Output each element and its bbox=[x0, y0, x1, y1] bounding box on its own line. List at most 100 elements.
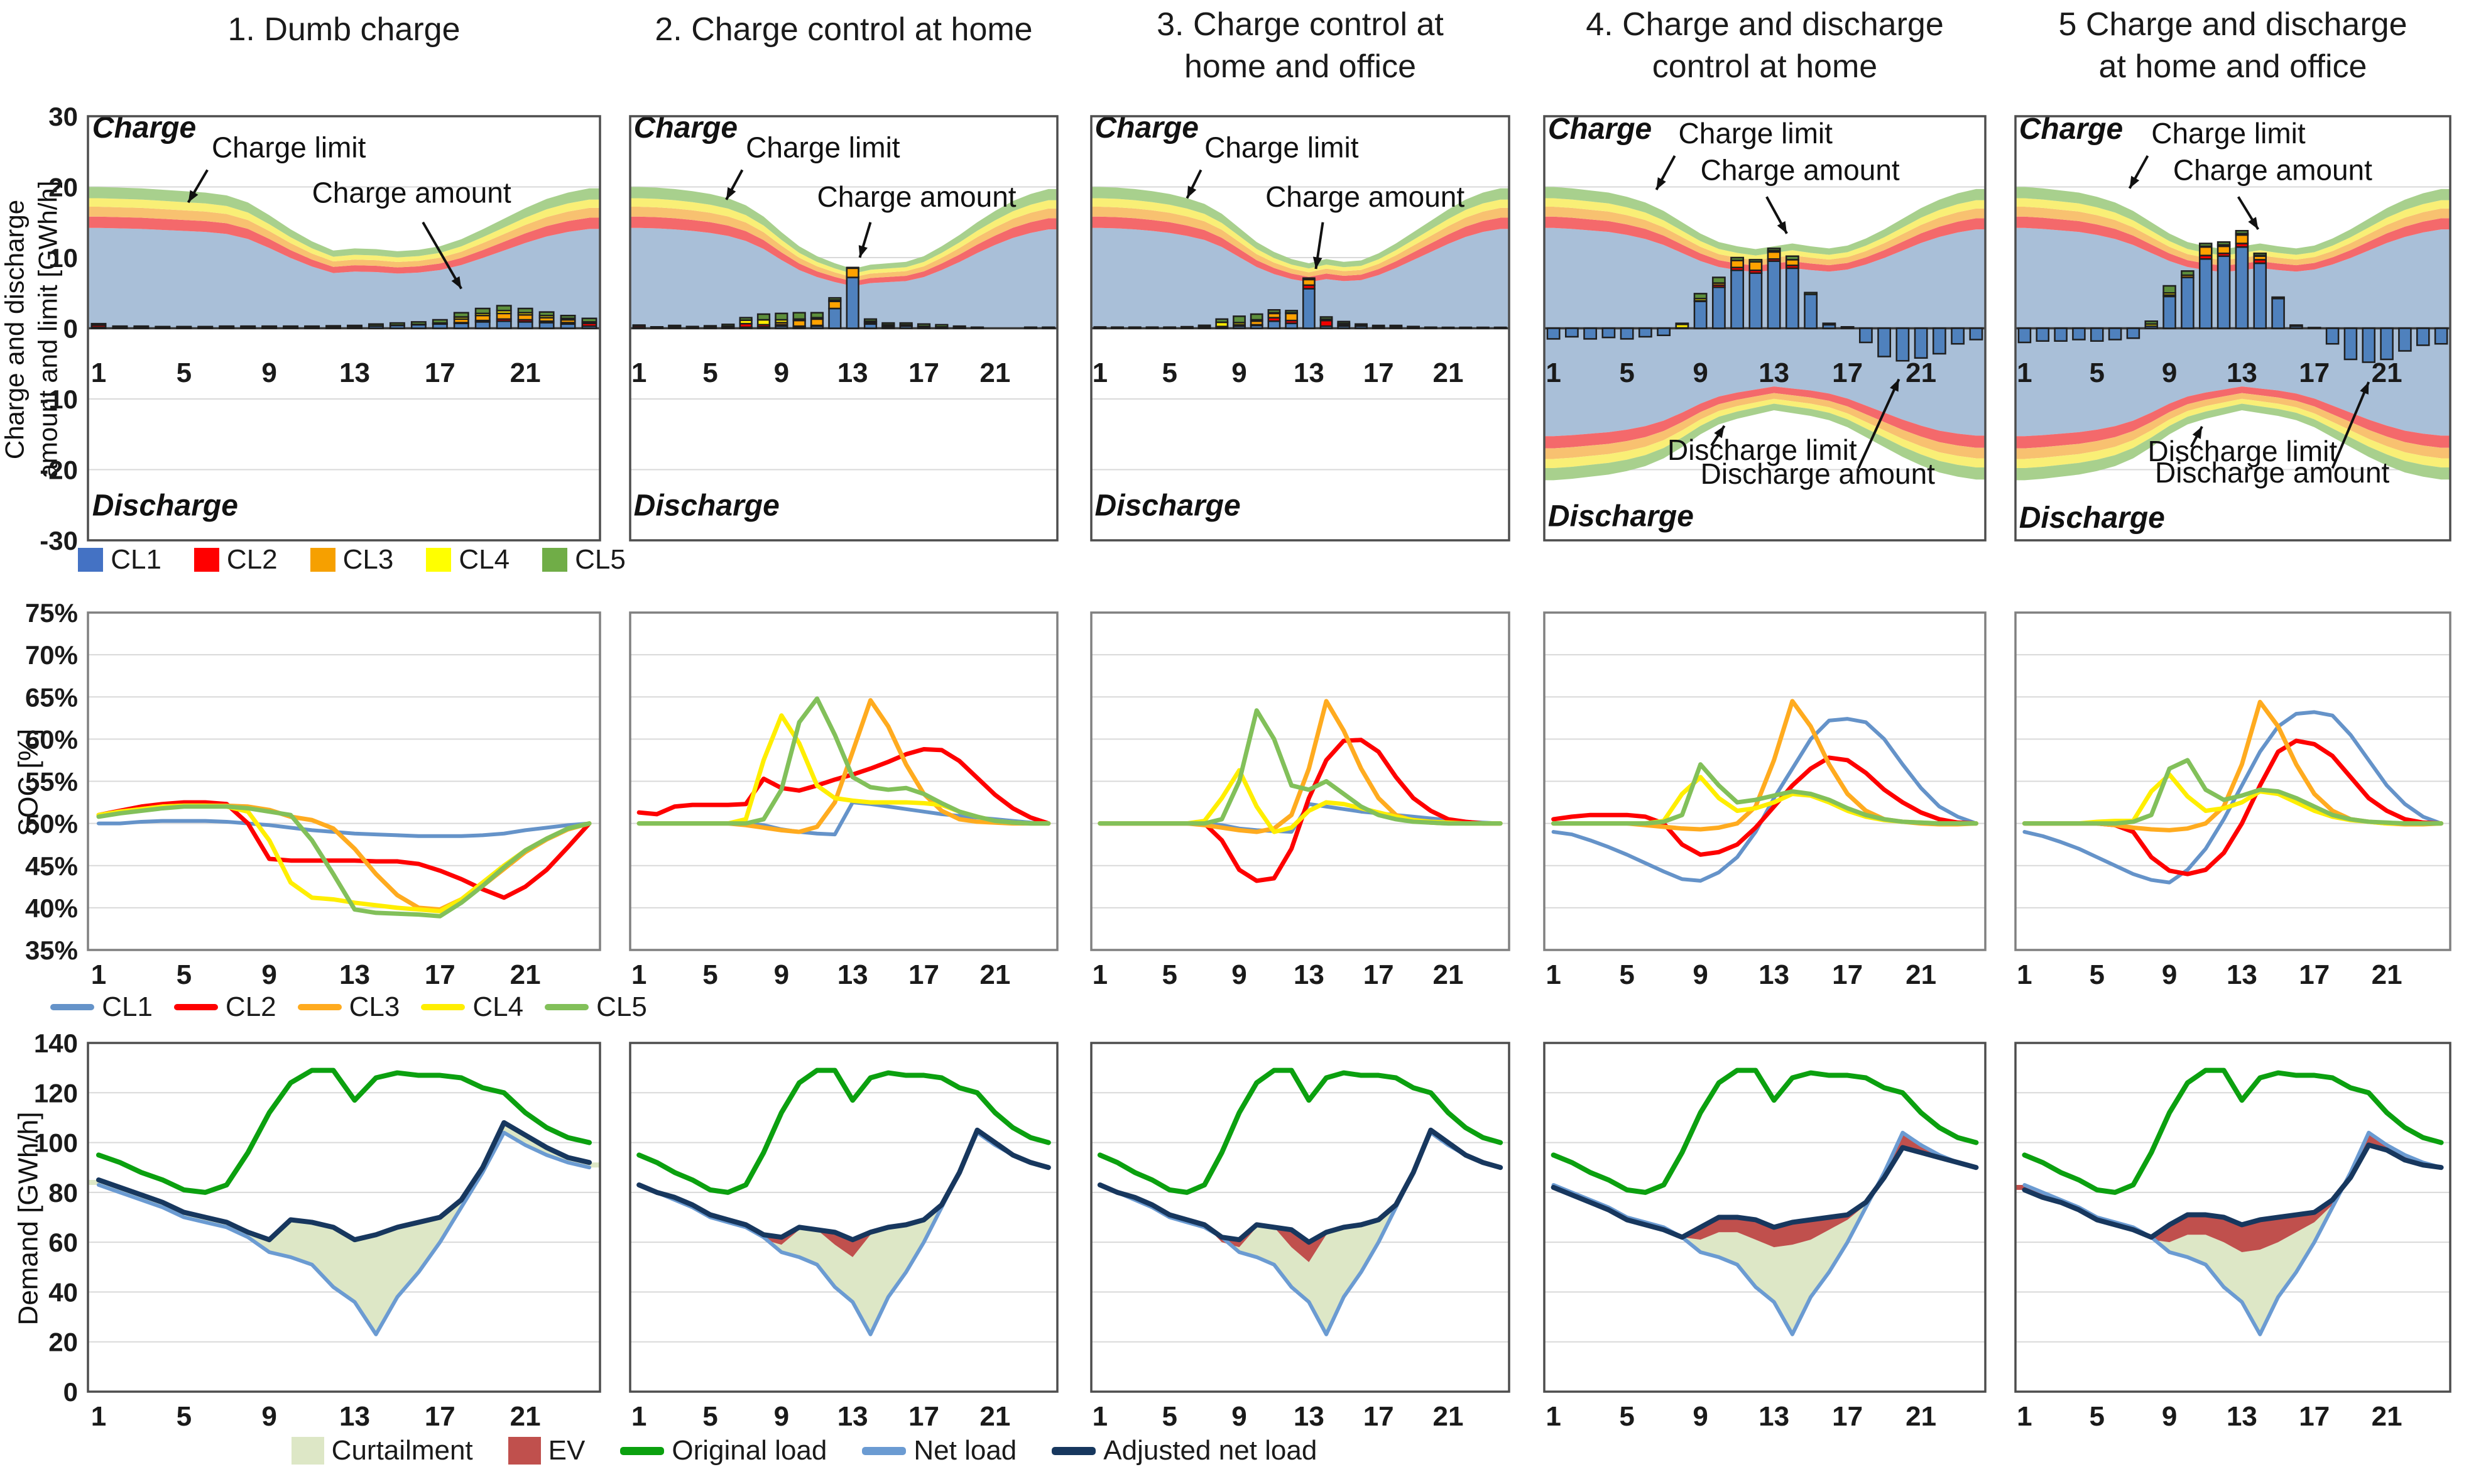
svg-text:9: 9 bbox=[1231, 959, 1246, 990]
svg-text:20: 20 bbox=[48, 173, 78, 202]
legend2-item-cl3-swatch bbox=[297, 1004, 342, 1010]
svg-text:9: 9 bbox=[1693, 1401, 1708, 1432]
y-tick-labels: 75% 70% 65% 60% 55% 50% 45% 40% 35% bbox=[25, 598, 78, 965]
legend1-item-cl2: CL2 bbox=[194, 544, 278, 576]
svg-text:21: 21 bbox=[979, 1401, 1010, 1432]
legend1-item-cl3-swatch bbox=[310, 548, 335, 572]
svg-text:55%: 55% bbox=[25, 767, 78, 797]
svg-text:0: 0 bbox=[63, 314, 78, 344]
svg-text:65%: 65% bbox=[25, 682, 78, 712]
legend3-item-net-load-label: Net load bbox=[913, 1435, 1017, 1466]
svg-text:21: 21 bbox=[2372, 1401, 2402, 1432]
legend2-item-cl2-swatch bbox=[173, 1004, 218, 1010]
svg-text:17: 17 bbox=[2299, 959, 2330, 990]
annotation-charge-limit: Charge limit bbox=[746, 131, 900, 163]
annotation-discharge: Discharge bbox=[2019, 501, 2165, 535]
legend1-item-cl2-swatch bbox=[194, 548, 219, 572]
svg-text:1: 1 bbox=[91, 357, 106, 388]
svg-text:13: 13 bbox=[2227, 357, 2257, 388]
svg-text:1: 1 bbox=[1546, 357, 1561, 388]
svg-text:17: 17 bbox=[2299, 357, 2330, 388]
svg-text:13: 13 bbox=[339, 1401, 370, 1432]
svg-text:9: 9 bbox=[261, 959, 276, 990]
svg-text:60: 60 bbox=[48, 1228, 78, 1257]
legend3-item-adjusted-net-load-label: Adjusted net load bbox=[1103, 1435, 1317, 1466]
svg-text:21: 21 bbox=[1433, 959, 1464, 990]
svg-text:17: 17 bbox=[425, 959, 455, 990]
svg-text:120: 120 bbox=[34, 1078, 78, 1108]
legend-charge-limit-classes: CL1 CL2 CL3 CL4 CL5 bbox=[78, 544, 626, 576]
legend3-item-original-load-label: Original load bbox=[672, 1435, 827, 1466]
svg-text:5: 5 bbox=[1162, 959, 1177, 990]
svg-text:21: 21 bbox=[1433, 1401, 1464, 1432]
svg-text:1: 1 bbox=[1546, 959, 1561, 990]
svg-text:13: 13 bbox=[1294, 357, 1324, 388]
legend1-item-cl1-swatch bbox=[78, 548, 104, 572]
chart-r2-col5: 1 5 9 13 17 21 bbox=[2014, 611, 2451, 990]
legend3-item-ev: EV bbox=[508, 1435, 586, 1466]
svg-text:21: 21 bbox=[2372, 959, 2402, 990]
row1-y-axis-label: Charge and discharge amount and limit [G… bbox=[0, 180, 62, 479]
legend2-item-cl1-label: CL1 bbox=[102, 991, 153, 1022]
svg-text:1: 1 bbox=[2017, 959, 2032, 990]
svg-text:17: 17 bbox=[1363, 959, 1394, 990]
svg-text:5: 5 bbox=[1162, 1401, 1177, 1432]
svg-text:10: 10 bbox=[48, 243, 78, 273]
svg-text:17: 17 bbox=[1832, 1401, 1863, 1432]
svg-text:5: 5 bbox=[177, 357, 192, 388]
svg-text:21: 21 bbox=[510, 959, 541, 990]
x-tick-labels: 1 5 9 13 17 21 bbox=[631, 1401, 1010, 1432]
svg-text:1: 1 bbox=[91, 1401, 106, 1432]
legend3-item-original-load: Original load bbox=[620, 1435, 827, 1466]
annotation-charge-amount: Charge amount bbox=[817, 180, 1017, 213]
svg-text:21: 21 bbox=[1906, 357, 1936, 388]
annotation-charge-amount: Charge amount bbox=[2173, 153, 2372, 186]
svg-text:21: 21 bbox=[1906, 1401, 1936, 1432]
legend1-item-cl3: CL3 bbox=[310, 544, 393, 576]
svg-text:21: 21 bbox=[1906, 959, 1936, 990]
svg-text:13: 13 bbox=[339, 959, 370, 990]
legend3-item-net-load-swatch bbox=[862, 1446, 907, 1455]
legend-soc-classes: CL1 CL2 CL3 CL4 CL5 bbox=[50, 991, 647, 1023]
svg-text:1: 1 bbox=[1093, 357, 1108, 388]
svg-text:5: 5 bbox=[702, 357, 717, 388]
svg-text:21: 21 bbox=[979, 959, 1010, 990]
y-tick-labels: 140 120 100 80 60 40 20 0 bbox=[34, 1028, 78, 1407]
svg-text:9: 9 bbox=[261, 1401, 276, 1432]
svg-text:9: 9 bbox=[1693, 357, 1708, 388]
legend2-item-cl3: CL3 bbox=[297, 991, 400, 1023]
svg-text:1: 1 bbox=[1546, 1401, 1561, 1432]
svg-text:13: 13 bbox=[837, 1401, 868, 1432]
svg-text:1: 1 bbox=[631, 1401, 646, 1432]
svg-text:5: 5 bbox=[1619, 959, 1634, 990]
annotation-charge: Charge bbox=[1548, 112, 1652, 146]
svg-text:-30: -30 bbox=[40, 526, 78, 555]
legend2-item-cl1-swatch bbox=[50, 1004, 95, 1010]
annotation-discharge: Discharge bbox=[92, 489, 238, 523]
annotation-charge-limit: Charge limit bbox=[1204, 131, 1359, 163]
legend1-item-cl1: CL1 bbox=[78, 544, 161, 576]
svg-text:13: 13 bbox=[1759, 357, 1789, 388]
svg-text:21: 21 bbox=[979, 357, 1010, 388]
column-title-3: 3. Charge control at home and office bbox=[1157, 6, 1444, 85]
legend3-item-ev-label: EV bbox=[548, 1435, 586, 1466]
annotation-charge-amount: Charge amount bbox=[312, 176, 511, 209]
svg-text:9: 9 bbox=[774, 959, 789, 990]
svg-text:1: 1 bbox=[631, 357, 646, 388]
svg-text:0: 0 bbox=[63, 1377, 78, 1407]
legend2-item-cl5-swatch bbox=[545, 1004, 589, 1010]
svg-text:-20: -20 bbox=[40, 456, 78, 485]
chart-r3-col3: 1 5 9 13 17 21 bbox=[1090, 1042, 1510, 1432]
annotation-charge-amount: Charge amount bbox=[1701, 153, 1900, 186]
annotation-charge-amount: Charge amount bbox=[1265, 180, 1464, 213]
annotation-discharge: Discharge bbox=[634, 489, 780, 523]
svg-text:17: 17 bbox=[2299, 1401, 2330, 1432]
svg-text:5: 5 bbox=[702, 1401, 717, 1432]
legend-demand: Curtailment EV Original load Net load Adjust… bbox=[207, 1435, 1401, 1466]
svg-text:30: 30 bbox=[48, 102, 78, 131]
chart-r3-col5: 1 5 9 13 17 21 bbox=[2014, 1042, 2451, 1432]
svg-text:17: 17 bbox=[1363, 357, 1394, 388]
legend3-item-adjusted-net-load: Adjusted net load bbox=[1052, 1435, 1317, 1466]
svg-text:9: 9 bbox=[1231, 357, 1246, 388]
